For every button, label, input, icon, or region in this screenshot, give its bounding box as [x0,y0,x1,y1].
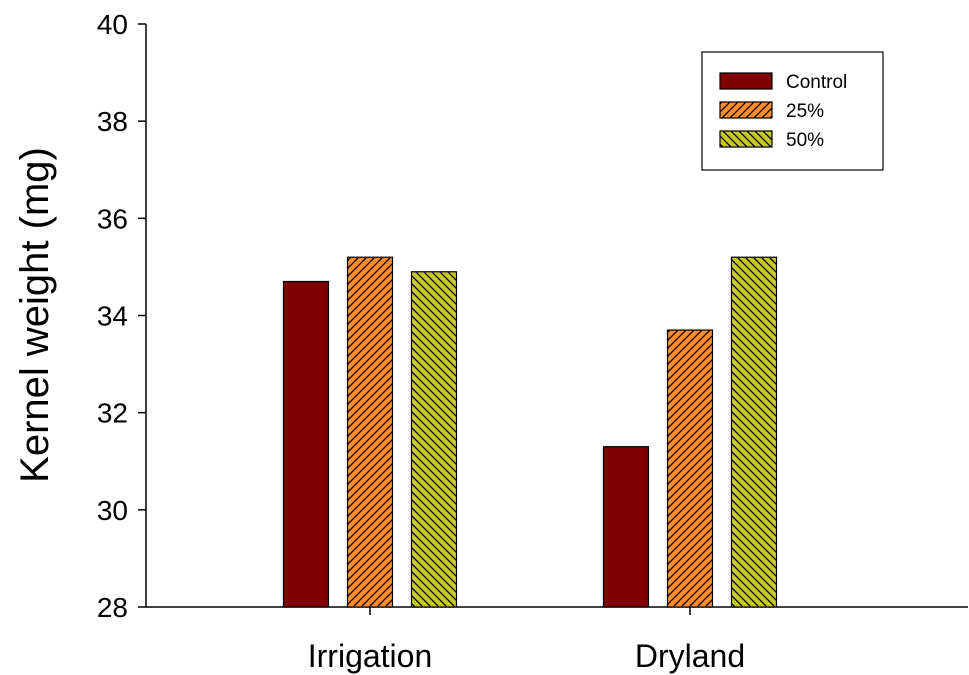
bar-25pct-dryland [666,329,714,608]
bar-control-irrigation [282,280,330,608]
y-tick-label: 28 [97,592,128,623]
bar-control-dryland [602,446,650,608]
legend-swatch [719,72,773,90]
y-tick-label: 36 [97,203,128,234]
legend-label: Control [786,72,847,93]
bar-50pct-dryland [730,256,778,608]
labels: 28 30 32 34 36 38 40 Irrigation Dryland [97,9,745,674]
bar-25pct-irrigation [346,256,394,608]
y-tick-label: 34 [97,301,128,332]
x-category-label: Irrigation [308,638,433,674]
y-tick-label: 40 [97,9,128,40]
legend-label: 50% [786,130,824,151]
bar-50pct-irrigation [410,271,458,608]
legend-label: 25% [786,101,824,122]
x-category-label: Dryland [635,638,745,674]
y-tick-label: 30 [97,495,128,526]
legend-swatch [719,130,773,148]
y-axis-title: Kernel weight (mg) [13,147,57,483]
legend-swatch [719,101,773,119]
y-tick-label: 38 [97,106,128,137]
bars [282,256,778,608]
y-tick-label: 32 [97,398,128,429]
legend: Control 25% 50% [701,51,884,171]
